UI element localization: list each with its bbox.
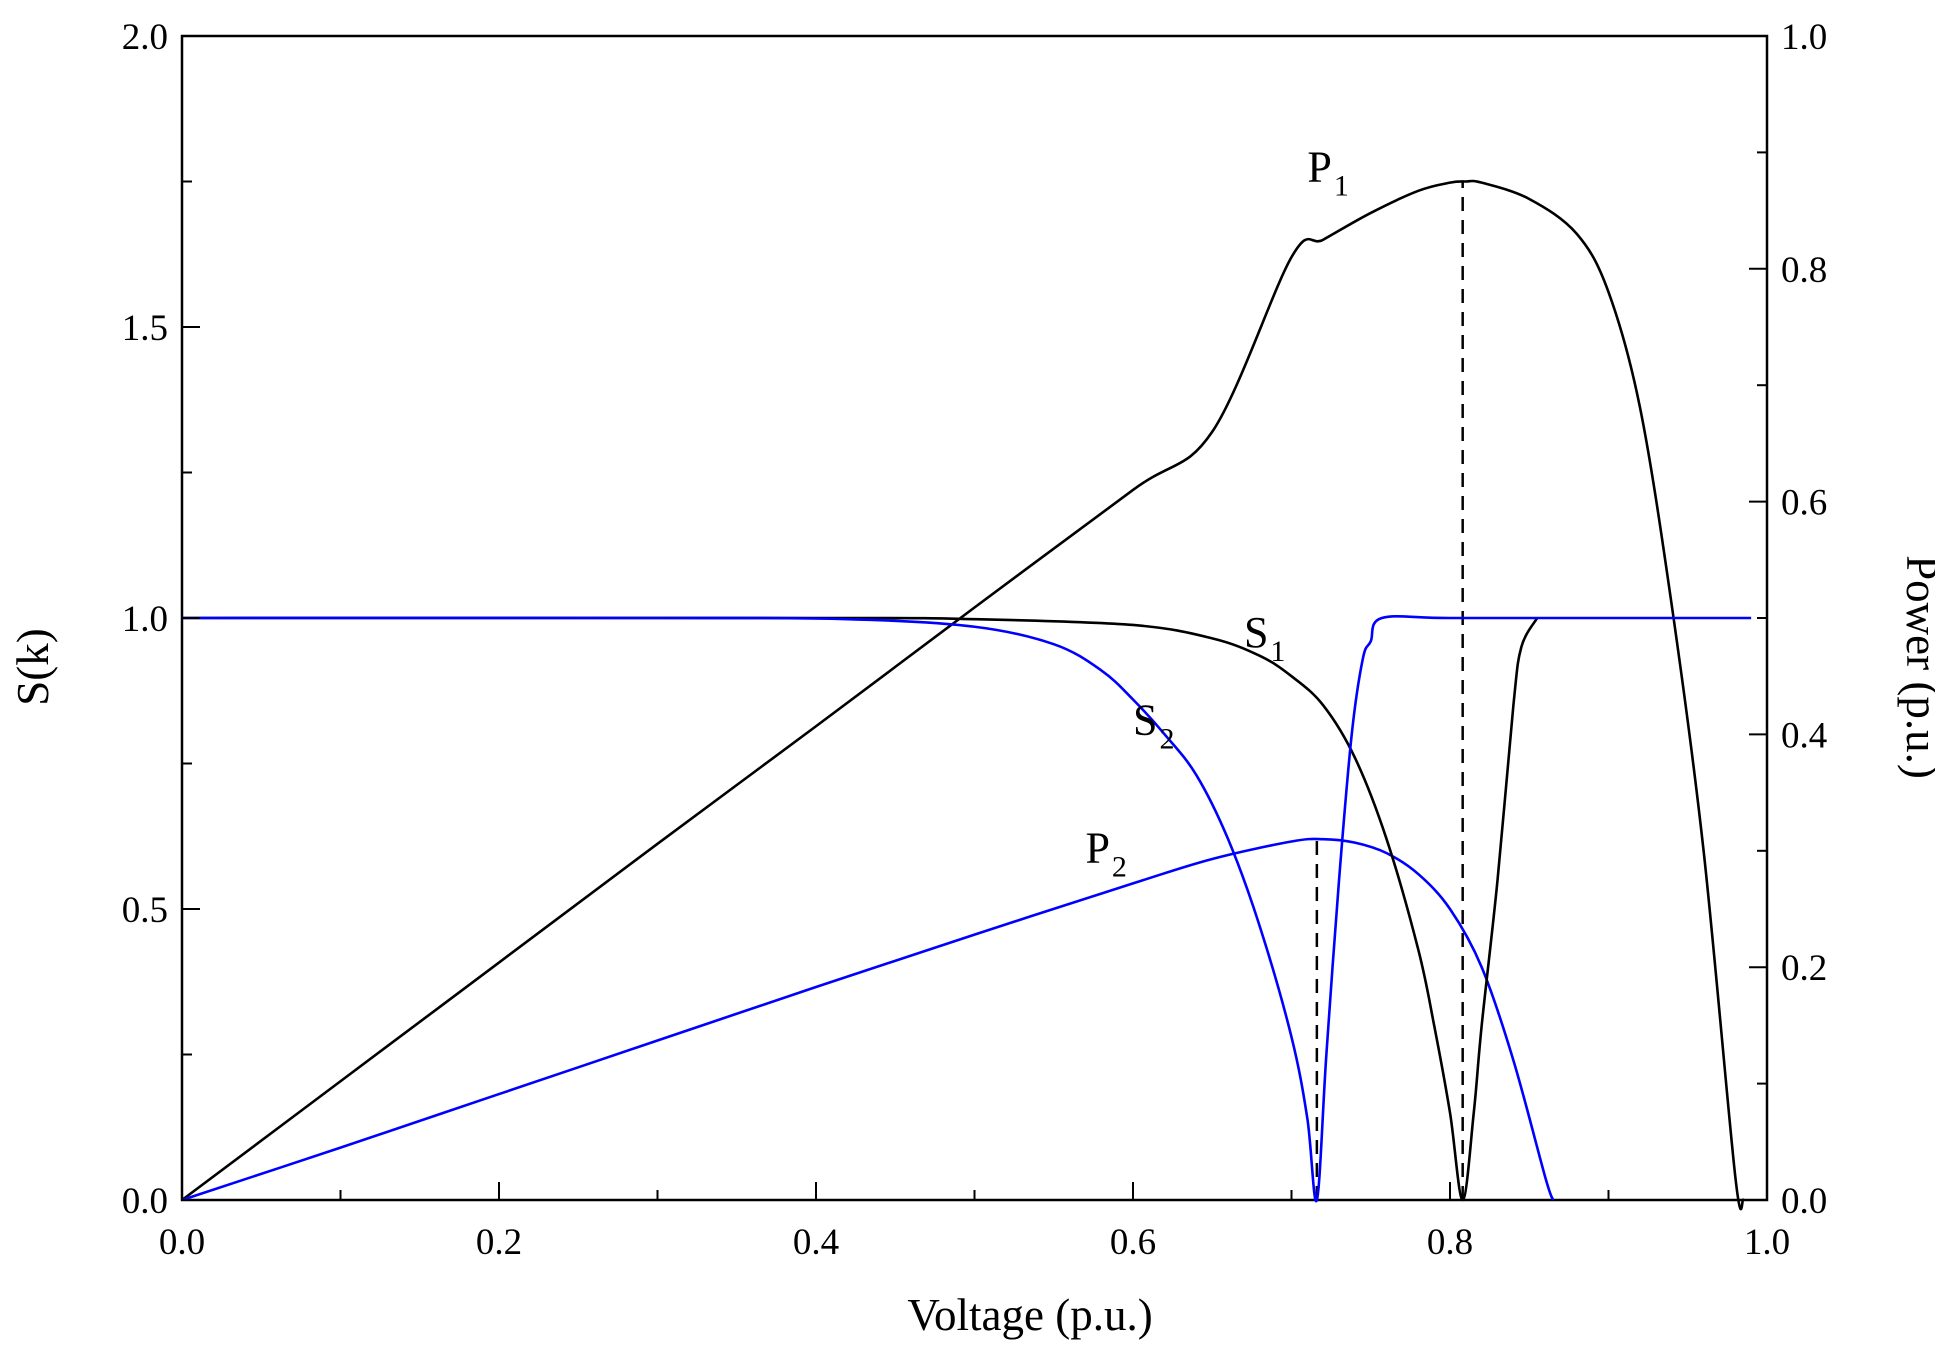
y-tick-label: 1.5 [122,308,168,349]
y2-tick-label: 1.0 [1781,17,1827,58]
x-tick-label: 0.8 [1427,1222,1473,1263]
y-axis-title: S(k) [8,628,58,706]
curve-label-s2: S2 [1133,695,1174,755]
curve-label-p2: P2 [1085,823,1126,883]
y-tick-label: 1.0 [122,599,168,640]
y-tick-label: 2.0 [122,17,168,58]
y2-tick-label: 0.2 [1781,948,1827,989]
x-tick-label: 0.6 [1110,1222,1156,1263]
ticks: 0.0 0.2 0.4 0.6 0.8 1.00.00.51.01.52.00.00.20… [122,17,1828,1263]
x-tick-label: 0.0 [159,1222,205,1263]
y2-tick-label: 0.4 [1781,715,1827,756]
x-axis-title: Voltage (p.u.) [907,1290,1152,1340]
x-tick-label: 1.0 [1744,1222,1790,1263]
x-tick-label: 0.4 [793,1222,839,1263]
y-tick-label: 0.0 [122,1181,168,1222]
y-tick-label: 0.5 [122,890,168,931]
curve-labels: P1 P2 S1 S2 [1085,143,1348,884]
curves [181,179,1752,1211]
series-line-s1 [181,616,1539,1202]
y2-axis-title: Power (p.u.) [1897,555,1935,779]
x-tick-label: 0.2 [476,1222,522,1263]
y2-tick-label: 0.6 [1781,483,1827,524]
series-line-s2 [181,614,1752,1203]
curve-label-s1: S1 [1244,608,1285,668]
y2-tick-label: 0.0 [1781,1181,1827,1222]
curve-label-p1: P1 [1307,143,1348,203]
series-line-p1 [181,179,1745,1211]
series-line-p2 [181,837,1555,1202]
y2-tick-label: 0.8 [1781,250,1827,291]
